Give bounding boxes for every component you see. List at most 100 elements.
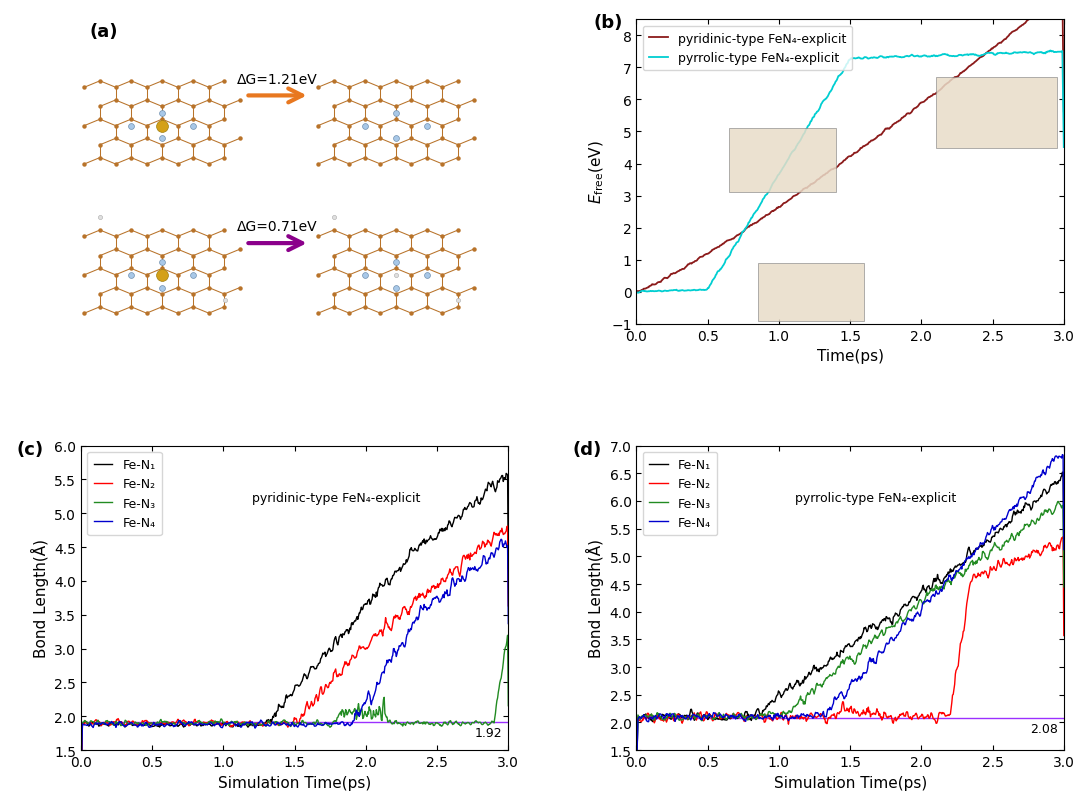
pyrrolic-type FeN₄-explicit bbox=[706, 276, 719, 285]
Fe-N₃ bbox=[823, 670, 836, 680]
Text: pyrrolic-type FeN₄-explicit: pyrrolic-type FeN₄-explicit bbox=[795, 491, 956, 504]
Fe-N₄ bbox=[951, 567, 964, 577]
Fe-N₂ bbox=[150, 720, 163, 730]
Fe-N₁ bbox=[740, 707, 753, 717]
Fe-N₁ bbox=[500, 469, 513, 478]
pyridinic-type FeN₄-explicit bbox=[705, 246, 718, 255]
Fe-N₂ bbox=[951, 661, 964, 671]
Fe-N₂ bbox=[705, 715, 718, 725]
Text: (d): (d) bbox=[572, 440, 602, 458]
Line: Fe-N₃: Fe-N₃ bbox=[636, 502, 1064, 775]
Fe-N₂ bbox=[396, 603, 409, 613]
Fe-N₁ bbox=[1057, 559, 1070, 569]
pyrrolic-type FeN₄-explicit bbox=[741, 222, 754, 232]
Line: Fe-N₁: Fe-N₁ bbox=[81, 474, 509, 788]
Fe-N₃ bbox=[150, 719, 163, 728]
Fe-N₄ bbox=[823, 702, 836, 712]
pyrrolic-type FeN₄-explicit bbox=[882, 53, 895, 62]
Legend: pyridinic-type FeN₄-explicit, pyrrolic-type FeN₄-explicit: pyridinic-type FeN₄-explicit, pyrrolic-t… bbox=[643, 27, 852, 71]
X-axis label: Time(ps): Time(ps) bbox=[816, 349, 883, 364]
FancyBboxPatch shape bbox=[729, 129, 836, 193]
Text: (c): (c) bbox=[17, 440, 44, 458]
Fe-N₃ bbox=[75, 762, 87, 771]
pyrrolic-type FeN₄-explicit bbox=[630, 288, 643, 298]
pyridinic-type FeN₄-explicit bbox=[823, 166, 836, 176]
Fe-N₄ bbox=[150, 721, 163, 731]
Fe-N₁ bbox=[1056, 468, 1069, 478]
Fe-N₂ bbox=[75, 782, 87, 792]
Fe-N₃ bbox=[705, 712, 718, 722]
Fe-N₃ bbox=[630, 770, 643, 779]
pyrrolic-type FeN₄-explicit bbox=[824, 88, 837, 97]
Fe-N₄ bbox=[916, 604, 929, 614]
Line: Fe-N₄: Fe-N₄ bbox=[636, 455, 1064, 777]
Fe-N₂ bbox=[823, 712, 836, 722]
Fe-N₂ bbox=[740, 711, 753, 721]
Fe-N₄ bbox=[185, 718, 198, 727]
Fe-N₄ bbox=[1057, 545, 1070, 555]
pyrrolic-type FeN₄-explicit bbox=[632, 289, 645, 298]
Line: pyridinic-type FeN₄-explicit: pyridinic-type FeN₄-explicit bbox=[636, 0, 1064, 292]
Fe-N₁ bbox=[951, 560, 964, 570]
Legend: Fe-N₁, Fe-N₂, Fe-N₃, Fe-N₄: Fe-N₁, Fe-N₂, Fe-N₃, Fe-N₄ bbox=[643, 453, 717, 535]
X-axis label: Simulation Time(ps): Simulation Time(ps) bbox=[218, 775, 372, 790]
Fe-N₃ bbox=[501, 631, 514, 641]
Fe-N₃ bbox=[1057, 582, 1070, 592]
Line: pyrrolic-type FeN₄-explicit: pyrrolic-type FeN₄-explicit bbox=[636, 51, 1064, 294]
pyridinic-type FeN₄-explicit bbox=[630, 287, 643, 297]
pyridinic-type FeN₄-explicit bbox=[951, 72, 964, 82]
Fe-N₄ bbox=[326, 719, 339, 728]
pyrrolic-type FeN₄-explicit bbox=[953, 51, 966, 61]
Fe-N₃ bbox=[360, 711, 373, 721]
Line: Fe-N₂: Fe-N₂ bbox=[636, 537, 1064, 754]
Fe-N₁ bbox=[150, 720, 163, 730]
Line: Fe-N₂: Fe-N₂ bbox=[81, 526, 509, 787]
Text: ΔG=0.71eV: ΔG=0.71eV bbox=[238, 220, 318, 234]
Fe-N₂ bbox=[268, 719, 281, 728]
Text: 2.08: 2.08 bbox=[1030, 722, 1058, 735]
Fe-N₂ bbox=[630, 749, 643, 759]
Line: Fe-N₃: Fe-N₃ bbox=[81, 636, 509, 766]
Fe-N₁ bbox=[396, 561, 409, 571]
Y-axis label: Bond Length(Å): Bond Length(Å) bbox=[586, 539, 604, 658]
Fe-N₂ bbox=[1057, 631, 1070, 641]
Fe-N₃ bbox=[396, 721, 409, 731]
Fe-N₂ bbox=[326, 676, 339, 686]
pyridinic-type FeN₄-explicit bbox=[740, 224, 753, 234]
Fe-N₄ bbox=[705, 713, 718, 723]
Fe-N₁ bbox=[916, 586, 929, 595]
Fe-N₄ bbox=[268, 720, 281, 730]
Fe-N₃ bbox=[326, 718, 339, 727]
Fe-N₁ bbox=[823, 654, 836, 663]
FancyBboxPatch shape bbox=[935, 78, 1056, 148]
Fe-N₂ bbox=[501, 521, 514, 531]
Fe-N₂ bbox=[916, 710, 929, 719]
Fe-N₁ bbox=[185, 719, 198, 728]
Line: Fe-N₁: Fe-N₁ bbox=[636, 473, 1064, 775]
Fe-N₁ bbox=[502, 564, 515, 573]
Y-axis label: $E_{\rm free}$(eV): $E_{\rm free}$(eV) bbox=[588, 140, 606, 204]
Text: ΔG=1.21eV: ΔG=1.21eV bbox=[238, 73, 318, 87]
Fe-N₁ bbox=[268, 710, 281, 719]
Fe-N₂ bbox=[1056, 532, 1069, 542]
Fe-N₁ bbox=[326, 645, 339, 654]
Text: 1.92: 1.92 bbox=[475, 726, 502, 739]
Line: Fe-N₄: Fe-N₄ bbox=[81, 539, 509, 787]
pyrrolic-type FeN₄-explicit bbox=[1043, 46, 1056, 56]
Fe-N₁ bbox=[75, 783, 87, 793]
Fe-N₂ bbox=[502, 601, 515, 611]
Fe-N₄ bbox=[396, 638, 409, 648]
Text: pyridinic-type FeN₄-explicit: pyridinic-type FeN₄-explicit bbox=[252, 491, 420, 504]
Fe-N₃ bbox=[740, 712, 753, 722]
Fe-N₄ bbox=[630, 772, 643, 782]
Fe-N₃ bbox=[916, 597, 929, 607]
Legend: Fe-N₁, Fe-N₂, Fe-N₃, Fe-N₄: Fe-N₁, Fe-N₂, Fe-N₃, Fe-N₄ bbox=[87, 453, 162, 535]
Fe-N₃ bbox=[268, 719, 281, 728]
Fe-N₂ bbox=[360, 643, 373, 653]
Fe-N₁ bbox=[705, 711, 718, 721]
Fe-N₁ bbox=[360, 599, 373, 609]
Fe-N₄ bbox=[495, 534, 508, 544]
Fe-N₃ bbox=[185, 719, 198, 729]
Fe-N₃ bbox=[502, 701, 515, 710]
Fe-N₄ bbox=[75, 783, 87, 792]
